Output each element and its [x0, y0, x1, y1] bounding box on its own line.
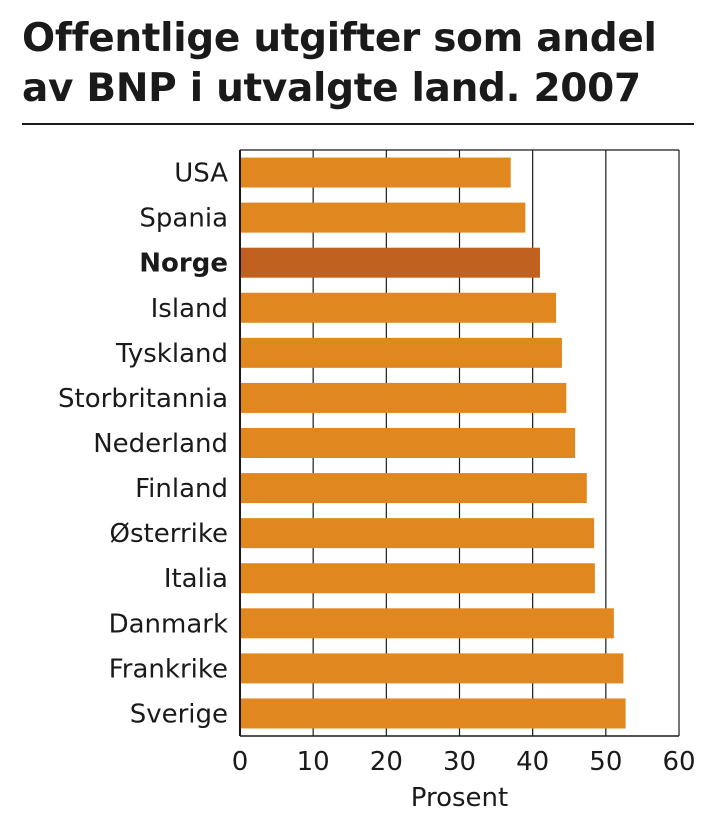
x-tick-label: 50 [589, 747, 622, 777]
category-label: USA [174, 159, 228, 189]
tick-label-layer: 0 10 20 30 40 50 60 [232, 747, 696, 777]
category-label: Frankrike [109, 654, 228, 684]
bar-norge [241, 247, 540, 278]
category-label: Norge [139, 249, 228, 279]
category-label: Nederland [93, 429, 228, 459]
bar-danmark [241, 608, 614, 639]
x-tick-label: 0 [232, 747, 249, 777]
bar-finland [241, 473, 587, 504]
category-label: Storbritannia [58, 384, 228, 414]
category-label-layer: USA Spania Norge Island Tyskland Storbritanni… [58, 159, 228, 730]
category-label: Finland [135, 474, 228, 504]
bar-usa [241, 157, 511, 188]
title-divider [22, 123, 694, 125]
bar-layer [241, 157, 626, 729]
category-label: Island [151, 294, 228, 324]
x-tick-label: 30 [443, 747, 476, 777]
bar-sverige [241, 698, 626, 729]
category-label: Spania [139, 204, 228, 234]
bar-storbritannia [241, 382, 567, 413]
bar-frankrike [241, 653, 624, 684]
category-label: Tyskland [115, 339, 228, 369]
bar-spania [241, 202, 526, 233]
x-tick-label: 10 [297, 747, 330, 777]
x-axis-title: Prosent [411, 783, 508, 813]
x-tick-label: 40 [516, 747, 549, 777]
bar-island [241, 292, 557, 323]
x-tick-label: 60 [662, 747, 695, 777]
category-label: Østerrike [110, 519, 228, 549]
chart-title: Offentlige utgifter som andel av BNP i u… [22, 16, 657, 111]
bar-nederland [241, 428, 576, 458]
bar--sterrike [241, 518, 595, 549]
bar-italia [241, 563, 595, 594]
category-label: Italia [164, 564, 228, 594]
bar-tyskland [241, 337, 562, 368]
category-label: Sverige [130, 699, 228, 729]
x-tick-label: 20 [370, 747, 403, 777]
category-label: Danmark [109, 609, 228, 639]
